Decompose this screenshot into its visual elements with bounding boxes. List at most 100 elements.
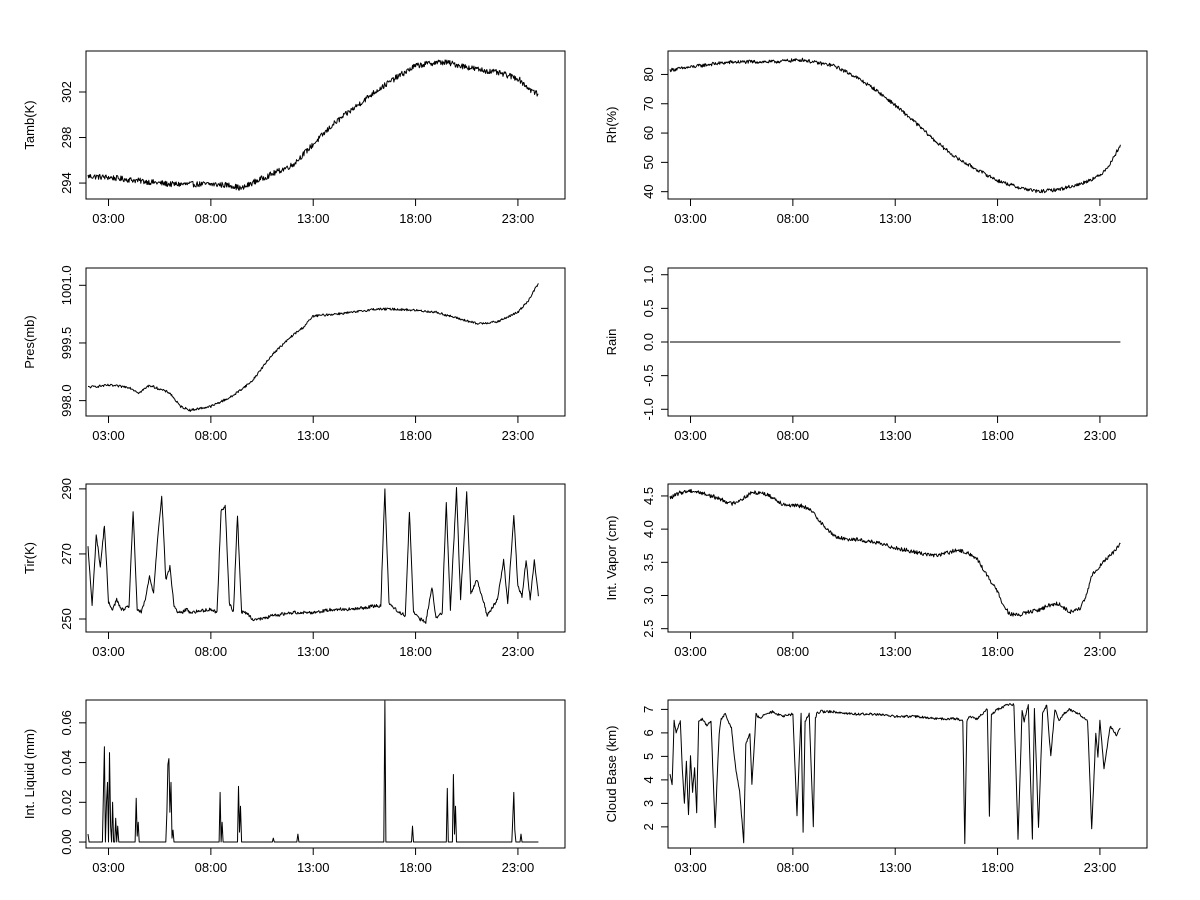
y-tick-label: 270: [59, 543, 74, 565]
plot-frame: [667, 699, 1148, 849]
data-line: [669, 488, 1121, 617]
y-tick-label: 999.5: [59, 327, 74, 360]
x-tick-label: 13:00: [879, 428, 912, 443]
y-tick-label: 998.0: [59, 384, 74, 417]
y-tick-label: -1.0: [641, 398, 656, 420]
x-tick-label: 23:00: [502, 860, 535, 875]
y-axis-label: Int. Vapor (cm): [604, 515, 619, 600]
x-tick-label: 08:00: [777, 428, 810, 443]
panel-rain: 03:00 08:00 13:00 18:00 23:00 -1.0 -0.5 0.0 0.5 1…: [604, 266, 1148, 443]
x-tick-label: 18:00: [981, 428, 1014, 443]
x-tick-label: 08:00: [195, 644, 228, 659]
x-tick-label: 13:00: [297, 211, 330, 226]
y-tick-label: 3: [641, 800, 656, 807]
y-tick-label: 4.5: [641, 487, 656, 505]
y-tick-label: 290: [59, 478, 74, 500]
x-tick-label: 08:00: [777, 211, 810, 226]
x-tick-label: 13:00: [879, 860, 912, 875]
x-tick-label: 18:00: [981, 860, 1014, 875]
plot-frame: [85, 699, 566, 849]
y-tick-label: 4: [641, 776, 656, 783]
x-tick-label: 08:00: [195, 211, 228, 226]
x-tick-label: 18:00: [399, 644, 432, 659]
x-tick-label: 13:00: [879, 644, 912, 659]
y-tick-label: 5: [641, 753, 656, 760]
y-axis-label: Tir(K): [22, 542, 37, 574]
y-tick-label: 70: [641, 97, 656, 111]
y-tick-label: 2: [641, 823, 656, 830]
x-tick-label: 08:00: [195, 428, 228, 443]
y-axis-label: Cloud Base (km): [604, 726, 619, 823]
data-line: [669, 703, 1121, 845]
y-tick-label: 4.0: [641, 520, 656, 538]
x-tick-label: 23:00: [1084, 428, 1117, 443]
y-tick-label: 250: [59, 608, 74, 630]
x-tick-label: 13:00: [297, 860, 330, 875]
panel-int-liquid-mm: 03:00 08:00 13:00 18:00 23:00 0.00 0.02 0.04 0.0…: [22, 699, 566, 875]
plot-frame: [85, 483, 566, 633]
x-tick-label: 03:00: [674, 860, 707, 875]
plot-frame: [667, 50, 1148, 200]
y-axis-label: Pres(mb): [22, 315, 37, 368]
data-line: [669, 57, 1121, 194]
y-tick-label: 7: [641, 706, 656, 713]
x-tick-label: 18:00: [399, 860, 432, 875]
x-tick-label: 23:00: [1084, 860, 1117, 875]
x-tick-label: 23:00: [502, 428, 535, 443]
panel-rh: 03:00 08:00 13:00 18:00 23:00 40 50 60 70 80 Rh(%): [604, 50, 1148, 226]
y-tick-label: 80: [641, 67, 656, 81]
x-tick-label: 03:00: [92, 428, 125, 443]
x-tick-label: 03:00: [674, 211, 707, 226]
y-axis-label: Rain: [604, 329, 619, 356]
x-tick-label: 13:00: [297, 428, 330, 443]
y-axis-label: Tamb(K): [22, 100, 37, 149]
x-tick-label: 23:00: [1084, 211, 1117, 226]
data-line: [87, 283, 539, 412]
y-tick-label: 6: [641, 729, 656, 736]
x-tick-label: 03:00: [92, 860, 125, 875]
y-tick-label: 0.0: [641, 333, 656, 351]
data-line: [87, 487, 539, 624]
x-tick-label: 03:00: [674, 428, 707, 443]
y-tick-label: 0.02: [59, 790, 74, 815]
plot-frame: [667, 483, 1148, 633]
y-tick-label: 0.06: [59, 710, 74, 735]
x-tick-label: 03:00: [92, 644, 125, 659]
data-line: [87, 59, 539, 191]
y-tick-label: 298: [59, 127, 74, 149]
x-tick-label: 13:00: [297, 644, 330, 659]
y-tick-label: 0.00: [59, 829, 74, 854]
y-tick-label: 294: [59, 172, 74, 194]
x-tick-label: 08:00: [195, 860, 228, 875]
x-tick-label: 13:00: [879, 211, 912, 226]
panel-cloud-base-km: 03:00 08:00 13:00 18:00 23:00 2 3 4 5 6 7 Cloud Bas…: [604, 699, 1148, 875]
y-tick-label: 3.5: [641, 553, 656, 571]
x-tick-label: 18:00: [981, 644, 1014, 659]
data-line: [87, 700, 539, 843]
y-tick-label: 1001.0: [59, 265, 74, 305]
x-tick-label: 08:00: [777, 644, 810, 659]
x-tick-label: 03:00: [674, 644, 707, 659]
y-axis-label: Rh(%): [604, 107, 619, 144]
y-tick-label: 2.5: [641, 620, 656, 638]
y-axis-label: Int. Liquid (mm): [22, 729, 37, 819]
plot-frame: [85, 50, 566, 200]
x-tick-label: 08:00: [777, 860, 810, 875]
y-tick-label: 0.5: [641, 299, 656, 317]
panel-pres-mb: 03:00 08:00 13:00 18:00 23:00 998.0 999.5 1001.…: [22, 265, 566, 443]
panel-int-vapor-cm: 03:00 08:00 13:00 18:00 23:00 2.5 3.0 3.5 4.0 4.5…: [604, 483, 1148, 659]
y-tick-label: 40: [641, 184, 656, 198]
y-tick-label: -0.5: [641, 364, 656, 386]
plot-frame: [85, 267, 566, 417]
y-tick-label: 1.0: [641, 266, 656, 284]
x-tick-label: 18:00: [399, 211, 432, 226]
x-tick-label: 23:00: [502, 644, 535, 659]
x-tick-label: 23:00: [1084, 644, 1117, 659]
y-tick-label: 50: [641, 155, 656, 169]
y-tick-label: 0.04: [59, 750, 74, 775]
x-tick-label: 23:00: [502, 211, 535, 226]
x-tick-label: 18:00: [981, 211, 1014, 226]
panel-tamb-k: 03:00 08:00 13:00 18:00 23:00 294 298 302 Tamb(K…: [22, 50, 566, 226]
y-tick-label: 302: [59, 81, 74, 103]
